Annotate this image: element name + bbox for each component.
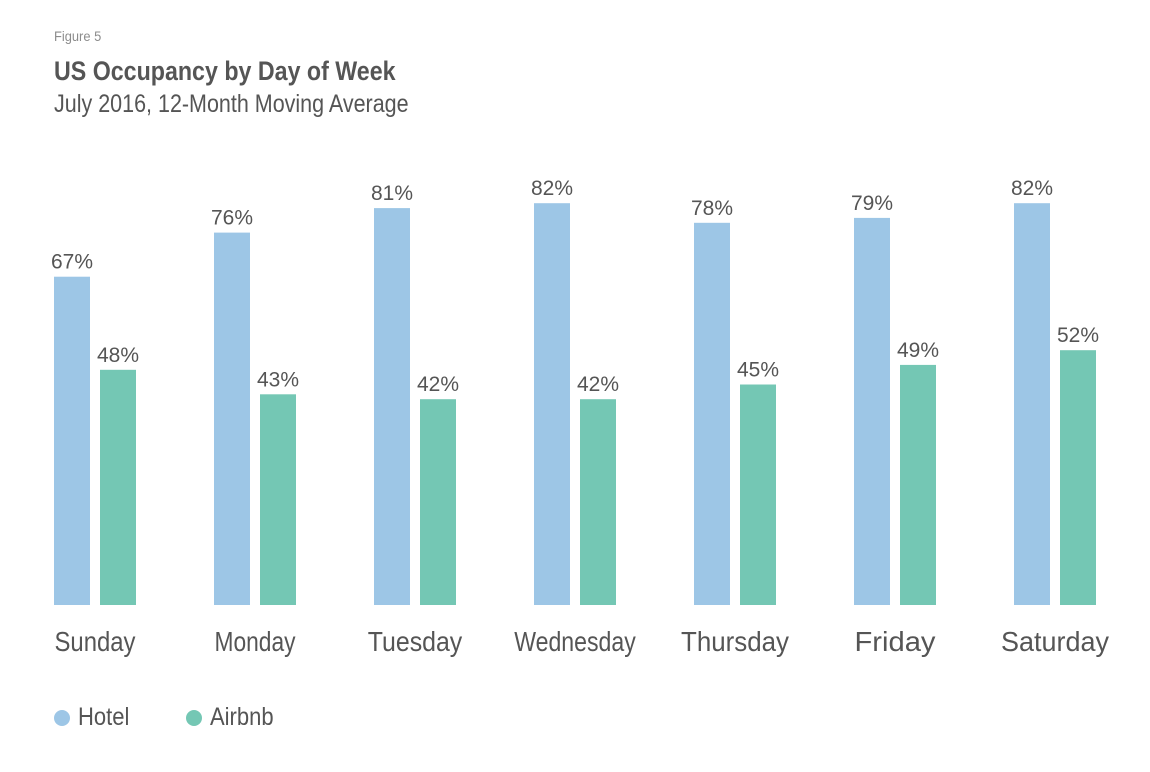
bar-airbnb-tuesday: [420, 399, 456, 605]
category-label-wednesday: Wednesday: [514, 626, 636, 657]
chart-subtitle: July 2016, 12-Month Moving Average: [54, 90, 409, 118]
category-label-monday: Monday: [215, 626, 296, 657]
data-label-airbnb-friday: 49%: [897, 339, 939, 362]
data-label-airbnb-wednesday: 42%: [577, 373, 619, 396]
bar-airbnb-saturday: [1060, 350, 1096, 605]
data-label-hotel-sunday: 67%: [51, 251, 93, 274]
bar-hotel-saturday: [1014, 203, 1050, 605]
data-label-airbnb-tuesday: 42%: [417, 373, 459, 396]
figure-label: Figure 5: [54, 28, 102, 44]
bar-hotel-sunday: [54, 276, 90, 605]
bar-airbnb-thursday: [740, 384, 776, 605]
data-label-hotel-wednesday: 82%: [531, 177, 573, 200]
data-label-airbnb-monday: 43%: [257, 368, 299, 391]
bar-airbnb-monday: [260, 394, 296, 605]
data-label-hotel-tuesday: 81%: [371, 182, 413, 205]
bar-chart: 67% 48% Sunday 76% 43% Monday 81% 42% Tuesday 82%…: [51, 177, 1109, 657]
data-label-hotel-saturday: 82%: [1011, 177, 1053, 200]
category-label-sunday: Sunday: [55, 626, 136, 657]
chart-title: US Occupancy by Day of Week: [54, 56, 396, 86]
legend-label-hotel: Hotel: [78, 703, 130, 731]
hotel-swatch-icon: [54, 709, 70, 726]
bar-airbnb-wednesday: [580, 399, 616, 605]
category-label-thursday: Thursday: [681, 626, 789, 657]
bar-hotel-tuesday: [374, 208, 410, 605]
bar-hotel-thursday: [694, 222, 730, 606]
category-label-friday: Friday: [855, 626, 936, 657]
legend-item-airbnb: Airbnb: [186, 703, 282, 732]
bar-airbnb-friday: [900, 364, 936, 605]
bar-hotel-wednesday: [534, 203, 570, 605]
data-label-hotel-thursday: 78%: [691, 197, 733, 220]
legend-item-hotel: Hotel: [54, 703, 136, 732]
category-label-tuesday: Tuesday: [368, 626, 463, 657]
data-label-airbnb-saturday: 52%: [1057, 324, 1099, 347]
category-label-saturday: Saturday: [1001, 626, 1109, 657]
data-label-airbnb-sunday: 48%: [97, 344, 139, 367]
legend-label-airbnb: Airbnb: [210, 703, 274, 731]
bar-hotel-monday: [214, 232, 250, 605]
legend: Hotel Airbnb: [54, 703, 333, 732]
data-label-hotel-friday: 79%: [851, 192, 893, 215]
bar-airbnb-sunday: [100, 369, 136, 605]
bar-hotel-friday: [854, 217, 890, 605]
data-label-hotel-monday: 76%: [211, 207, 253, 230]
airbnb-swatch-icon: [186, 709, 203, 726]
data-label-airbnb-thursday: 45%: [737, 359, 779, 382]
